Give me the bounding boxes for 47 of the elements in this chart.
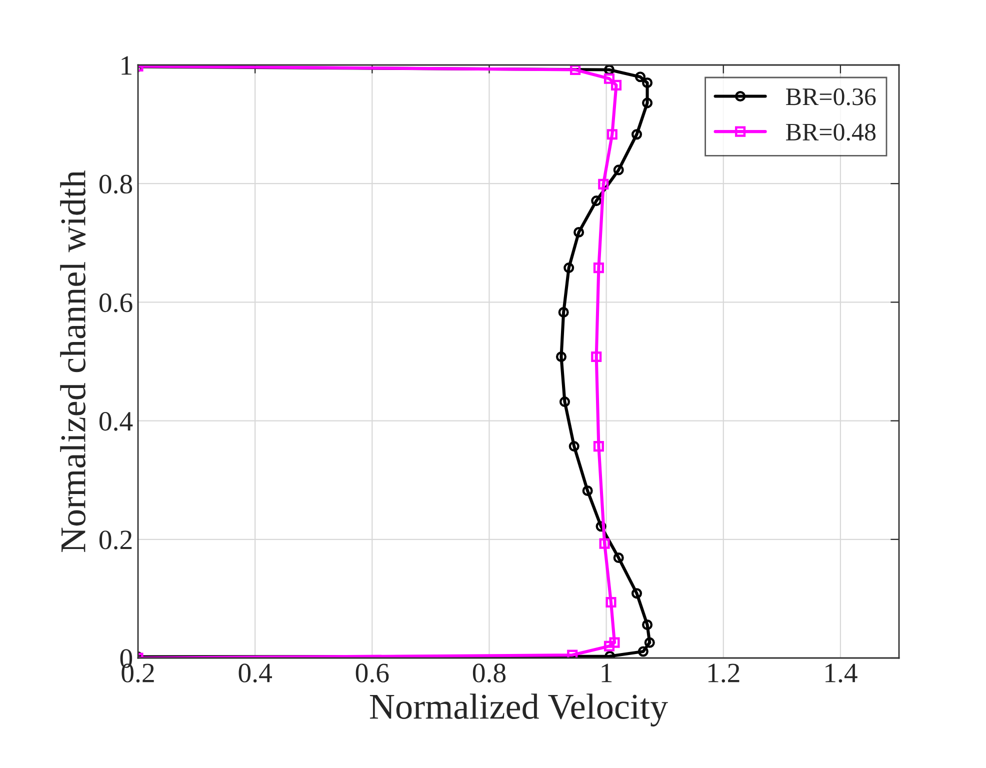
point [642, 98, 653, 108]
point [609, 637, 620, 648]
y-tick-label: 1 [122, 56, 132, 75]
point [634, 72, 646, 82]
point [599, 538, 610, 549]
point [591, 196, 602, 206]
x-tick-label: 1.2 [708, 664, 740, 683]
point [559, 396, 570, 408]
point [570, 65, 581, 76]
point [638, 646, 648, 657]
point [642, 620, 653, 630]
point [582, 485, 593, 496]
point [613, 552, 624, 564]
point [631, 129, 642, 140]
legend-label: BR=0.48 [786, 124, 876, 141]
point [606, 596, 616, 608]
point [598, 178, 609, 190]
point [631, 588, 642, 599]
x-tick-label: 0.4 [238, 664, 272, 683]
point [642, 78, 653, 88]
y-tick-label: 0.6 [99, 293, 132, 312]
point [604, 640, 615, 652]
point [591, 351, 602, 362]
legend-label: BR=0.36 [786, 88, 876, 106]
point [558, 307, 569, 318]
point [593, 262, 604, 274]
point [556, 351, 567, 362]
point [564, 262, 574, 274]
point [606, 129, 618, 140]
point [568, 441, 580, 452]
x-tick-label: 0.6 [356, 664, 389, 683]
point [567, 650, 578, 658]
point [596, 521, 606, 532]
point [593, 441, 604, 452]
y-tick-label: 0.4 [99, 412, 133, 431]
x-tick-label: 0.8 [472, 664, 506, 683]
point [610, 80, 622, 90]
point [613, 164, 624, 176]
point [644, 637, 655, 648]
point [604, 73, 615, 84]
y-tick-label: 0.8 [99, 174, 132, 194]
y-tick-label: 0.2 [99, 530, 132, 550]
y-axis-title: Normalized channel width [60, 170, 86, 552]
x-tick-label: 1 [602, 664, 612, 682]
point [574, 226, 584, 238]
x-tick-label: 1.4 [826, 664, 858, 683]
x-axis-title: Normalized Velocity [370, 694, 668, 726]
